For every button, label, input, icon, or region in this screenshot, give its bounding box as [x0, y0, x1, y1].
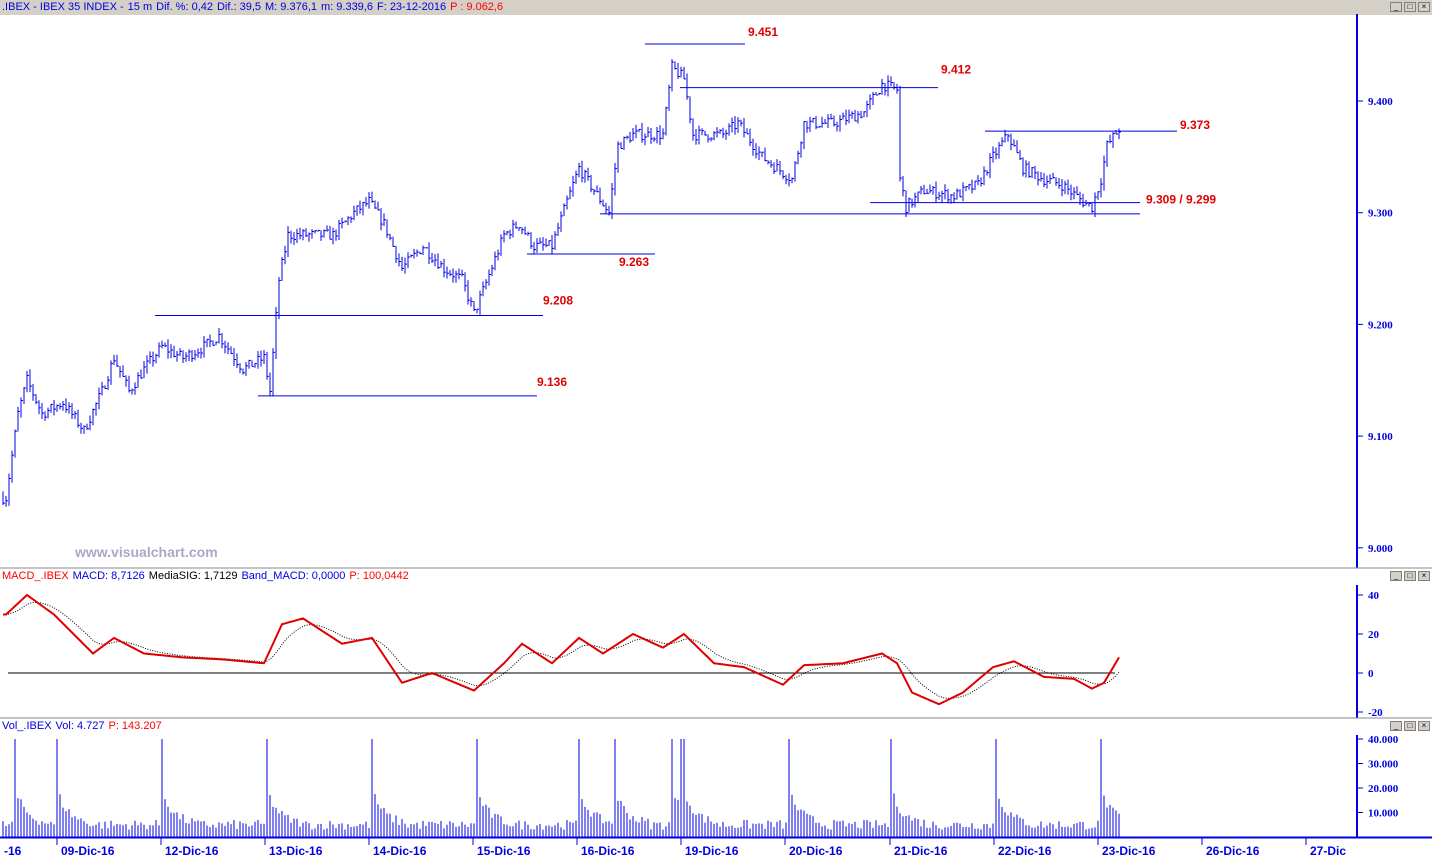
- date-label: 09-Dic-16: [61, 844, 115, 857]
- dif-pct: Dif. %: 0,42: [156, 1, 213, 13]
- level-label: 9.412: [941, 63, 971, 77]
- date: F: 23-12-2016: [376, 1, 447, 13]
- minimize-icon[interactable]: _: [1390, 571, 1402, 581]
- date-label: 19-Dic-16: [685, 844, 739, 857]
- watermark: www.visualchart.com: [75, 544, 218, 560]
- date-label: 12-Dic-16: [165, 844, 219, 857]
- date-label: 20-Dic-16: [789, 844, 843, 857]
- vol-tick-label: 40.000: [1368, 734, 1399, 746]
- price-tick-label: 9.100: [1368, 431, 1393, 443]
- symbol: .IBEX - IBEX 35 INDEX -: [2, 1, 124, 13]
- price: P : 9.062,6: [450, 1, 504, 13]
- signal-line: [3, 601, 1120, 699]
- macd-line: [3, 593, 1120, 706]
- level-label: 9.309 / 9.299: [1146, 193, 1216, 207]
- maximize-icon[interactable]: □: [1404, 721, 1416, 731]
- date-label: 16-Dic-16: [581, 844, 635, 857]
- macd-name: MACD_.IBEX: [2, 570, 69, 582]
- min: m: 9.339,6: [321, 1, 373, 13]
- date-label: 14-Dic-16: [373, 844, 427, 857]
- macd-tick-label: -20: [1368, 707, 1383, 719]
- date-label: 21-Dic-16: [894, 844, 948, 857]
- level-label: 9.451: [748, 25, 778, 39]
- date-label: 26-Dic-16: [1206, 844, 1260, 857]
- close-icon[interactable]: ×: [1418, 2, 1430, 12]
- macd-header: MACD_.IBEX MACD: 8,7126 MediaSIG: 1,7129 Ba…: [0, 569, 1432, 584]
- price-tick-label: 9.200: [1368, 319, 1393, 331]
- macd-p: P: 100,0442: [349, 570, 409, 582]
- date-label: 13-Dic-16: [269, 844, 323, 857]
- close-icon[interactable]: ×: [1418, 721, 1430, 731]
- dif: Dif.: 39,5: [216, 1, 262, 13]
- max: M: 9.376,1: [265, 1, 317, 13]
- level-label: 9.136: [537, 375, 567, 389]
- price-tick-label: 9.000: [1368, 543, 1393, 555]
- minimize-icon[interactable]: _: [1390, 2, 1402, 12]
- vol-name: Vol_.IBEX: [2, 720, 52, 732]
- vol-value: Vol: 4.727: [55, 720, 105, 732]
- minimize-icon[interactable]: _: [1390, 721, 1402, 731]
- close-icon[interactable]: ×: [1418, 571, 1430, 581]
- date-label: 22-Dic-16: [998, 844, 1052, 857]
- vol-p: P: 143.207: [108, 720, 162, 732]
- title-bar: .IBEX - IBEX 35 INDEX -15 m Dif. %: 0,42 D…: [0, 0, 1432, 15]
- band-value: Band_MACD: 0,0000: [241, 570, 346, 582]
- vol-tick-label: 10.000: [1368, 808, 1399, 820]
- maximize-icon[interactable]: □: [1404, 571, 1416, 581]
- date-label: -16: [4, 844, 22, 857]
- vol-tick-label: 30.000: [1368, 759, 1399, 771]
- date-label: 23-Dic-16: [1102, 844, 1156, 857]
- signal-value: MediaSIG: 1,7129: [148, 570, 238, 582]
- macd-tick-label: 0: [1368, 668, 1374, 680]
- price-tick-label: 9.300: [1368, 208, 1393, 220]
- date-label: 15-Dic-16: [477, 844, 531, 857]
- level-label: 9.263: [619, 255, 649, 269]
- macd-tick-label: 20: [1368, 629, 1380, 641]
- vol-tick-label: 20.000: [1368, 783, 1399, 795]
- level-label: 9.208: [543, 293, 573, 307]
- maximize-icon[interactable]: □: [1404, 2, 1416, 12]
- vol-header: Vol_.IBEX Vol: 4.727 P: 143.207 _ □ ×: [0, 719, 1432, 734]
- date-label: 27-Dic: [1310, 844, 1346, 857]
- level-label: 9.373: [1180, 118, 1210, 132]
- macd-tick-label: 40: [1368, 590, 1380, 602]
- price-tick-label: 9.400: [1368, 96, 1393, 108]
- macd-value: MACD: 8,7126: [72, 570, 145, 582]
- interval: 15 m: [127, 1, 153, 13]
